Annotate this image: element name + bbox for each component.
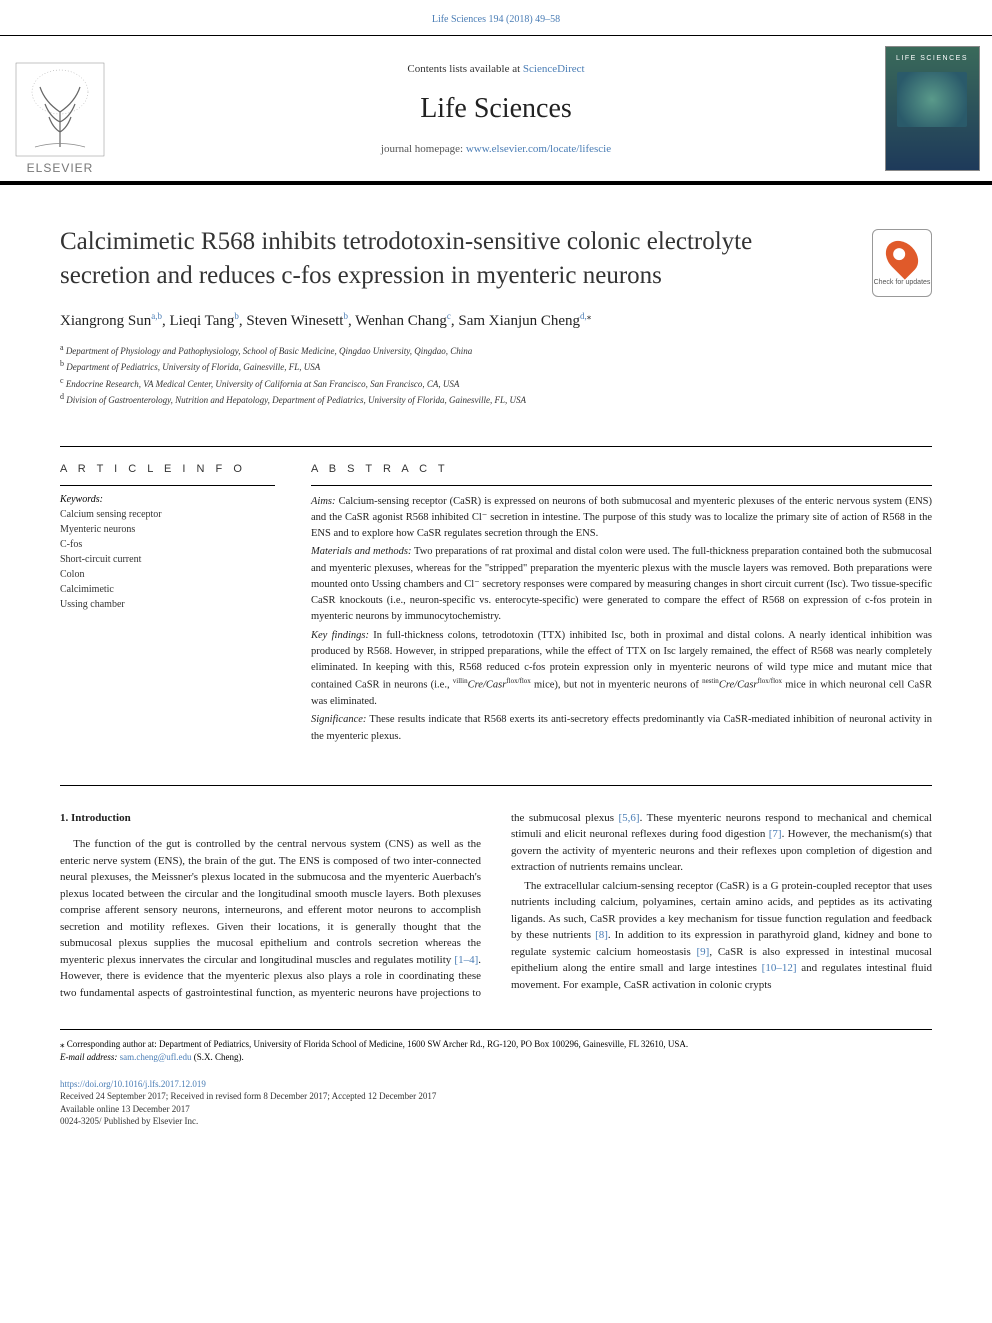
check-updates-badge[interactable]: Check for updates [872,229,932,297]
author-3: , Steven Winesett [239,313,344,329]
affiliation-d-text: Division of Gastroenterology, Nutrition … [66,395,526,405]
author-5-aff: d, [580,311,587,321]
check-updates-label: Check for updates [874,279,931,287]
abstract-findings: Key findings: In full-thickness colons, … [311,628,932,711]
author-1: Xiangrong Sun [60,313,151,329]
corresponding-footnote: ⁎ Corresponding author at: Department of… [60,1029,932,1063]
methods-text: Two preparations of rat proximal and dis… [311,546,932,622]
doi-link[interactable]: https://doi.org/10.1016/j.lfs.2017.12.01… [60,1079,206,1089]
contents-line: Contents lists available at ScienceDirec… [407,63,584,75]
cover-thumb-title: LIFE SCIENCES [896,55,968,62]
keyword-item: C-fos [60,537,275,552]
article-info-heading: A R T I C L E I N F O [60,463,275,475]
keyword-item: Ussing chamber [60,597,275,612]
abstract-divider [311,485,932,486]
keyword-item: Colon [60,567,275,582]
running-head-citation: Life Sciences 194 (2018) 49–58 [0,0,992,35]
affiliation-c-text: Endocrine Research, VA Medical Center, U… [66,379,460,389]
intro-p1a: The function of the gut is controlled by… [60,838,481,966]
email-link[interactable]: sam.cheng@ufl.edu [120,1052,192,1062]
publisher-name: ELSEVIER [27,161,94,175]
info-divider [60,485,275,486]
homepage-line: journal homepage: www.elsevier.com/locat… [381,143,611,155]
footer-metadata: https://doi.org/10.1016/j.lfs.2017.12.01… [60,1078,932,1128]
findings-text-2: mice), but not in myenteric neurons of [531,680,702,691]
info-abstract-row: A R T I C L E I N F O Keywords: Calcium … [0,447,992,767]
findings-head: Key findings: [311,630,369,641]
abstract-column: A B S T R A C T Aims: Calcium-sensing re… [311,463,932,747]
author-1-aff: a,b [151,311,162,321]
abstract-methods: Materials and methods: Two preparations … [311,544,932,625]
nestin-sup: nestin [702,677,719,685]
cover-thumbnail-block: LIFE SCIENCES [872,36,992,181]
citation-link[interactable]: [10–12] [762,962,797,974]
article-dates: Received 24 September 2017; Received in … [60,1090,932,1103]
section-heading-intro: 1. Introduction [60,810,481,827]
nestin-cre: Cre/Casr [719,680,758,691]
keywords-label: Keywords: [60,494,275,505]
journal-masthead: ELSEVIER Contents lists available at Sci… [0,35,992,185]
keywords-list: Calcium sensing receptor Myenteric neuro… [60,507,275,612]
author-2: , Lieqi Tang [162,313,234,329]
author-4: , Wenhan Chang [348,313,447,329]
affiliation-b-text: Department of Pediatrics, University of … [66,362,320,372]
corresponding-asterisk: ⁎ [587,311,592,321]
villin-cre: Cre/Casr [468,680,507,691]
article-info-column: A R T I C L E I N F O Keywords: Calcium … [60,463,275,747]
corresponding-text: ⁎ Corresponding author at: Department of… [60,1038,932,1051]
citation-link[interactable]: [8] [595,929,608,941]
villin-flox: flox/flox [506,677,531,685]
intro-para-2: The extracellular calcium-sensing recept… [511,878,932,994]
email-tail: (S.X. Cheng). [191,1052,243,1062]
journal-homepage-link[interactable]: www.elsevier.com/locate/lifescie [466,143,611,155]
email-label: E-mail address: [60,1052,120,1062]
methods-head: Materials and methods: [311,546,412,557]
keyword-item: Myenteric neurons [60,522,275,537]
contents-text: Contents lists available at [407,63,522,75]
article-body: 1. Introduction The function of the gut … [0,786,992,1012]
masthead-center: Contents lists available at ScienceDirec… [120,36,872,181]
significance-head: Significance: [311,714,366,725]
abstract-aims: Aims: Calcium-sensing receptor (CaSR) is… [311,494,932,543]
affiliation-a: a Department of Physiology and Pathophys… [60,342,932,359]
citation-link[interactable]: [1–4] [454,954,478,966]
citation-link[interactable]: [9] [697,946,710,958]
aims-text: Calcium-sensing receptor (CaSR) is expre… [311,496,932,540]
homepage-prefix: journal homepage: [381,143,466,155]
author-5: , Sam Xianjun Cheng [451,313,580,329]
significance-text: These results indicate that R568 exerts … [311,714,932,741]
online-date: Available online 13 December 2017 [60,1103,932,1116]
copyright-line: 0024-3205/ Published by Elsevier Inc. [60,1115,932,1128]
abstract-heading: A B S T R A C T [311,463,932,475]
villin-sup: villin [453,677,468,685]
citation-link[interactable]: [5,6] [619,812,640,824]
keyword-item: Calcium sensing receptor [60,507,275,522]
journal-cover-thumb: LIFE SCIENCES [885,46,980,171]
aims-head: Aims: [311,496,336,507]
publisher-logo-block: ELSEVIER [0,36,120,181]
affiliation-list: a Department of Physiology and Pathophys… [60,342,932,408]
citation-link[interactable]: [7] [769,828,782,840]
author-list: Xiangrong Suna,b, Lieqi Tangb, Steven Wi… [60,311,932,330]
sciencedirect-link[interactable]: ScienceDirect [523,63,585,75]
email-line: E-mail address: sam.cheng@ufl.edu (S.X. … [60,1051,932,1064]
affiliation-d: d Division of Gastroenterology, Nutritio… [60,391,932,408]
keyword-item: Calcimimetic [60,582,275,597]
journal-name: Life Sciences [420,93,572,125]
affiliation-a-text: Department of Physiology and Pathophysio… [66,346,472,356]
affiliation-c: c Endocrine Research, VA Medical Center,… [60,375,932,392]
elsevier-tree-icon [15,62,105,157]
abstract-significance: Significance: These results indicate tha… [311,712,932,745]
abstract-body: Aims: Calcium-sensing receptor (CaSR) is… [311,494,932,745]
article-header: Calcimimetic R568 inhibits tetrodotoxin-… [0,185,992,428]
affiliation-b: b Department of Pediatrics, University o… [60,358,932,375]
crossmark-icon [879,235,924,280]
cover-thumb-image [897,72,967,127]
article-title: Calcimimetic R568 inhibits tetrodotoxin-… [60,225,932,293]
keyword-item: Short-circuit current [60,552,275,567]
nestin-flox: flox/flox [758,677,783,685]
